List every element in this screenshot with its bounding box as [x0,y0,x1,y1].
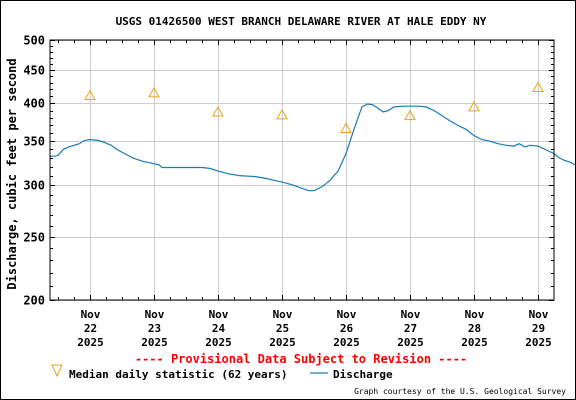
legend-median-label: Median daily statistic (62 years) [69,368,288,381]
x-tick-label: Nov [465,308,485,321]
chart-title: USGS 01426500 WEST BRANCH DELAWARE RIVER… [116,15,487,28]
legend-discharge-label: Discharge [333,368,393,381]
y-axis: 200 250 300 350 400 450 500 [23,34,554,308]
y-tick-label: 350 [23,135,45,149]
x-tick-label: Nov [273,308,293,321]
x-tick-label: Nov [145,308,165,321]
x-tick-label: 2025 [525,336,552,349]
median-marker [84,89,96,101]
grid-layer [50,40,554,301]
x-axis: Nov222025Nov232025Nov242025Nov252025Nov2… [58,40,552,349]
discharge-line [50,103,575,192]
y-tick-label: 200 [23,294,45,308]
x-tick-label: 2025 [205,336,232,349]
x-tick-label: 2025 [397,336,424,349]
median-marker [212,105,224,117]
legend-median-marker [51,364,63,378]
x-tick-label: 26 [340,322,354,335]
y-axis-label: Discharge, cubic feet per second [5,58,19,289]
median-marker [340,122,352,133]
y-tick-label: 400 [23,97,45,111]
x-tick-label: 24 [212,322,226,335]
y-tick-label: 300 [23,179,45,193]
provisional-notice: ---- Provisional Data Subject to Revisio… [135,352,467,366]
plot-series [50,81,575,192]
median-marker [468,100,480,112]
x-tick-label: 2025 [269,336,296,349]
x-tick-label: 28 [468,322,481,335]
x-tick-label: Nov [209,308,229,321]
x-tick-label: Nov [401,308,421,321]
x-tick-label: 2025 [333,336,360,349]
median-marker [532,81,544,92]
median-marker [276,108,288,120]
y-tick-label: 450 [23,64,45,78]
median-marker [148,86,160,98]
y-tick-label: 500 [23,34,45,48]
plot-frame [49,39,555,301]
median-marker [404,109,416,121]
x-tick-label: Nov [529,308,549,321]
x-tick-label: Nov [337,308,357,321]
x-tick-label: 22 [84,322,97,335]
x-tick-label: 27 [404,322,417,335]
x-tick-label: 25 [276,322,289,335]
y-tick-label: 250 [23,231,45,245]
graph-credit: Graph courtesy of the U.S. Geological Su… [354,387,566,396]
x-tick-label: 2025 [141,336,168,349]
x-tick-label: 29 [532,322,545,335]
x-tick-label: 2025 [77,336,104,349]
x-tick-label: 2025 [461,336,488,349]
x-tick-label: Nov [81,308,101,321]
x-tick-label: 23 [148,322,161,335]
legend: Median daily statistic (62 years) Discha… [51,364,393,381]
